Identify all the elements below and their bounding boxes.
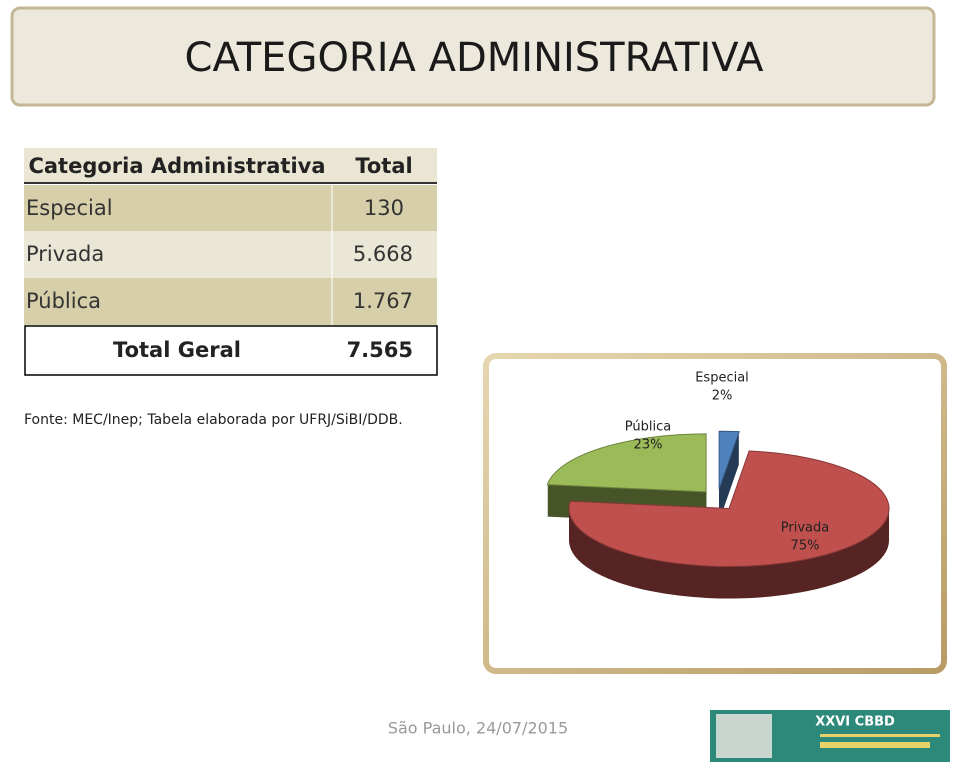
slice-value-label: 2% [712, 389, 733, 404]
slice-label: Especial [695, 371, 749, 386]
source-note: Fonte: MEC/Inep; Tabela elaborada por UF… [24, 412, 403, 428]
slice-value-label: 75% [791, 539, 820, 554]
pie-slice [718, 430, 740, 490]
table-cell: 130 [364, 196, 404, 220]
table-header-cell: Total [355, 154, 412, 178]
footer-place-date: São Paulo, 24/07/2015 [388, 719, 568, 738]
slice-value-label: 23% [634, 438, 663, 453]
table-cell: Pública [26, 289, 101, 313]
pie-slice [546, 433, 707, 493]
total-label: Total Geral [113, 338, 241, 362]
table-row [24, 278, 437, 325]
logo-image [716, 714, 772, 758]
slice-label: Privada [781, 521, 829, 536]
slice-label: Pública [625, 420, 671, 435]
total-row [24, 325, 438, 376]
pie-chart: Especial 2% Privada 75% Pública 23% [546, 371, 890, 599]
table-header-cell: Categoria Administrativa [28, 154, 325, 178]
table-row [24, 185, 437, 231]
table-cell: Privada [26, 242, 104, 266]
title-box [10, 6, 936, 107]
table-row [24, 231, 437, 278]
pie-slice [568, 450, 890, 568]
logo-stripe [820, 734, 940, 737]
table-cell: 1.767 [353, 289, 413, 313]
table-cell: Especial [26, 196, 113, 220]
total-value: 7.565 [347, 338, 413, 362]
logo-stripe [820, 742, 930, 748]
slide-title: CATEGORIA ADMINISTRATIVA [185, 35, 765, 81]
table-cell: 5.668 [353, 242, 413, 266]
logo-text: XXVI CBBD [815, 715, 895, 730]
table-header [24, 148, 437, 184]
